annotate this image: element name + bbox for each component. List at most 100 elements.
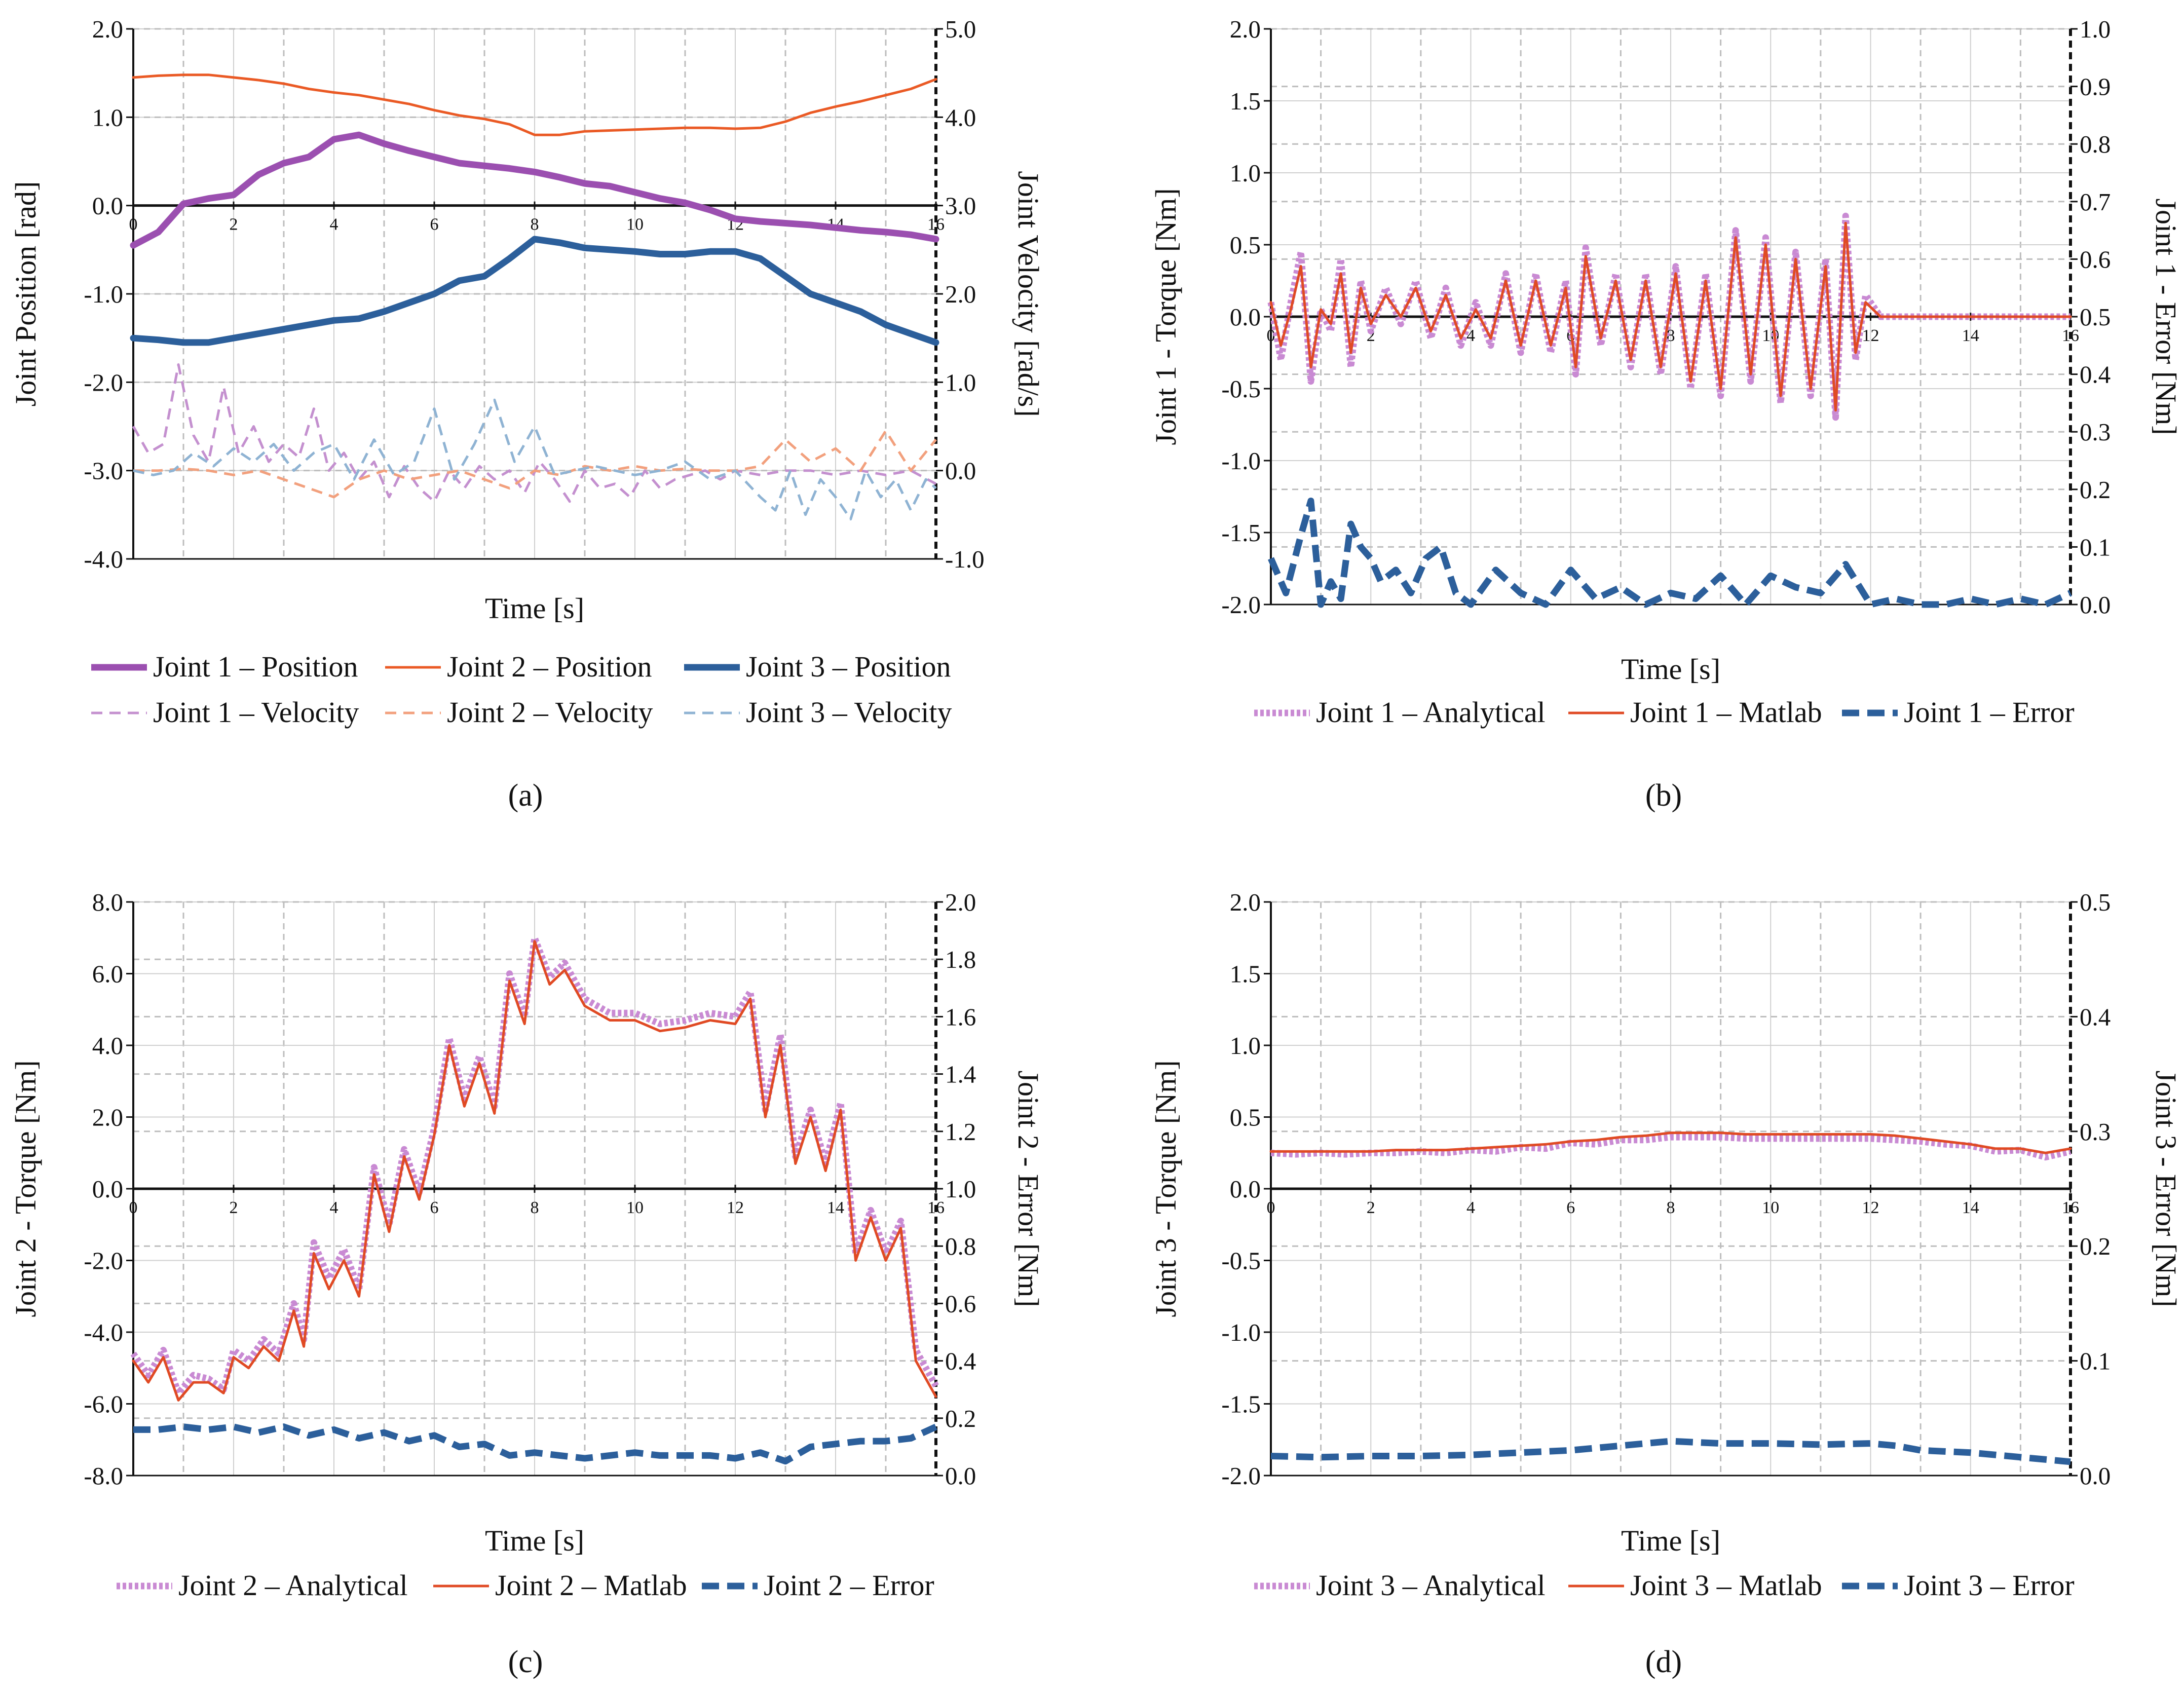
caption-a: (a) xyxy=(508,778,543,813)
legend-d: Joint 3 – Analytical Joint 3 – Matlab Join… xyxy=(1254,1569,2075,1602)
y-tick-label: 1.5 xyxy=(1230,960,1261,988)
x-tick-label: 6 xyxy=(430,215,439,234)
x-tick-label: 4 xyxy=(1466,326,1475,345)
y-tick-label: 2.0 xyxy=(92,15,123,43)
y-tick-label: -8.0 xyxy=(84,1462,123,1490)
series-line-joint-3-position xyxy=(130,236,939,346)
y2-tick-label: 1.0 xyxy=(945,1175,976,1203)
x-tick-label: 12 xyxy=(1862,1198,1879,1217)
legend-label: Joint 1 – Position xyxy=(153,650,358,683)
y2-tick-label: 0.7 xyxy=(2080,188,2111,216)
legend-label: Joint 2 – Analytical xyxy=(178,1569,408,1602)
x-tick-label: 4 xyxy=(330,1198,338,1217)
y-tick-label: -2.0 xyxy=(84,368,123,396)
series-line-joint-3-error xyxy=(1270,1438,2071,1465)
y-tick-label: 0.5 xyxy=(1230,1104,1261,1131)
y2-tick-label: 0.2 xyxy=(2080,1232,2111,1260)
legend-label: Joint 2 – Position xyxy=(447,650,652,683)
x-tick-label: 16 xyxy=(927,1198,945,1217)
y-tick-label: 2.0 xyxy=(1230,15,1261,43)
y2-tick-label: 0.0 xyxy=(2080,1462,2111,1490)
y-tick-label: -1.5 xyxy=(1221,519,1261,547)
series-line-joint-3-velocity xyxy=(133,398,937,520)
y-tick-label: 0.0 xyxy=(92,1175,123,1203)
y-tick-label: 1.5 xyxy=(1230,87,1261,115)
series-line-joint-2-velocity xyxy=(133,429,937,499)
y2-tick-label: 4.0 xyxy=(945,103,976,131)
y-tick-label: 1.0 xyxy=(1230,159,1261,187)
y2-tick-label: 1.2 xyxy=(945,1118,976,1146)
y2-tick-label: 0.5 xyxy=(2080,303,2111,331)
legend-label: Joint 1 – Analytical xyxy=(1316,696,1546,729)
y2-tick-label: 2.0 xyxy=(945,280,976,308)
y-tick-label: 4.0 xyxy=(92,1032,123,1060)
legend-label: Joint 2 – Matlab xyxy=(495,1569,687,1602)
x-tick-label: 0 xyxy=(129,1198,138,1217)
caption-c: (c) xyxy=(508,1645,543,1679)
y-tick-label: 6.0 xyxy=(92,960,123,988)
y2-tick-label: 0.6 xyxy=(2080,245,2111,273)
legend-label: Joint 3 – Matlab xyxy=(1630,1569,1822,1602)
legend-label: Joint 1 – Velocity xyxy=(153,696,359,729)
caption-b: (b) xyxy=(1645,778,1682,813)
y-tick-label: 1.0 xyxy=(1230,1032,1261,1060)
legend-label: Joint 2 – Error xyxy=(764,1569,934,1602)
series-line-joint-3-analytical xyxy=(1270,1134,2072,1161)
y-tick-label: 0.0 xyxy=(1230,303,1261,331)
series-line-joint-2-error xyxy=(133,1423,937,1465)
y2-tick-label: 0.5 xyxy=(2080,888,2111,916)
x-axis-title: Time [s] xyxy=(1621,653,1720,686)
series-line-joint-3-matlab xyxy=(1269,1131,2072,1154)
panel-d: -2.0 -1.5 -1.0 -0.5 0.0 0.5 1.0 1.5 2.0 0.0 0.1 0.2… xyxy=(1149,888,2182,1602)
panel-b: -2.0 -1.5 -1.0 -0.5 0.0 0.5 1.0 1.5 2.0 0.0 0.1 0.2… xyxy=(1149,15,2182,729)
legend-label: Joint 1 – Matlab xyxy=(1630,696,1822,729)
y-tick-label: -6.0 xyxy=(84,1390,123,1418)
y2-tick-label: -1.0 xyxy=(945,545,985,573)
x-axis-title: Time [s] xyxy=(1621,1524,1720,1557)
y2-tick-label: 1.0 xyxy=(945,368,976,396)
y2-tick-label: 2.0 xyxy=(945,888,976,916)
x-tick-label: 2 xyxy=(230,215,238,234)
x-tick-label: 16 xyxy=(2062,326,2079,345)
series-group-a xyxy=(130,73,939,520)
caption-d: (d) xyxy=(1645,1645,1682,1679)
y-tick-label: -2.0 xyxy=(1221,1462,1261,1490)
y2-tick-label: 0.0 xyxy=(945,1462,976,1490)
x-tick-label: 8 xyxy=(1667,1198,1675,1217)
y2-tick-label: 0.1 xyxy=(2080,533,2111,561)
y-tick-label: -2.0 xyxy=(84,1247,123,1275)
x-tick-label: 2 xyxy=(1367,1198,1375,1217)
y-axis-title: Joint 3 - Torque [Nm] xyxy=(1149,1060,1182,1317)
legend-c: Joint 2 – Analytical Joint 2 – Matlab Join… xyxy=(117,1569,934,1602)
y2-tick-label: 0.8 xyxy=(2080,130,2111,158)
y2-tick-label: 0.0 xyxy=(2080,591,2111,619)
series-line-joint-1-error xyxy=(1268,498,2072,608)
y-tick-label: 8.0 xyxy=(92,888,123,916)
y-tick-label: 1.0 xyxy=(92,103,123,131)
legend-a: Joint 1 – Position Joint 2 – Position Join… xyxy=(91,650,952,729)
x-tick-label: 16 xyxy=(2062,1198,2079,1217)
y-axis-title: Joint Position [rad] xyxy=(9,181,42,407)
y-tick-label: 2.0 xyxy=(92,1104,123,1131)
x-tick-label: 4 xyxy=(330,215,338,234)
y-tick-label: -4.0 xyxy=(84,1318,123,1346)
y2-tick-label: 3.0 xyxy=(945,192,976,220)
y2-tick-label: 1.0 xyxy=(2080,15,2111,43)
y2-tick-label: 0.3 xyxy=(2080,1118,2111,1146)
legend-label: Joint 3 – Analytical xyxy=(1316,1569,1546,1602)
y-tick-label: -1.0 xyxy=(1221,447,1261,475)
legend-label: Joint 2 – Velocity xyxy=(447,696,653,729)
y-axis-title: Joint 1 - Torque [Nm] xyxy=(1149,188,1182,445)
x-tick-label: 14 xyxy=(1962,326,1979,345)
legend-label: Joint 3 – Velocity xyxy=(746,696,952,729)
x-tick-label: 12 xyxy=(1862,326,1879,345)
y-tick-label: 2.0 xyxy=(1230,888,1261,916)
series-group-c xyxy=(130,934,939,1465)
x-tick-label: 6 xyxy=(1566,1198,1575,1217)
series-line-joint-1-matlab xyxy=(1269,221,2072,412)
x-tick-label: 8 xyxy=(531,215,539,234)
x-tick-label: 2 xyxy=(230,1198,238,1217)
y2-axis-title: Joint 1 - Error [Nm] xyxy=(2150,198,2182,435)
x-tick-label: 14 xyxy=(1962,1198,1979,1217)
y-axis-title: Joint 2 - Torque [Nm] xyxy=(9,1060,42,1317)
